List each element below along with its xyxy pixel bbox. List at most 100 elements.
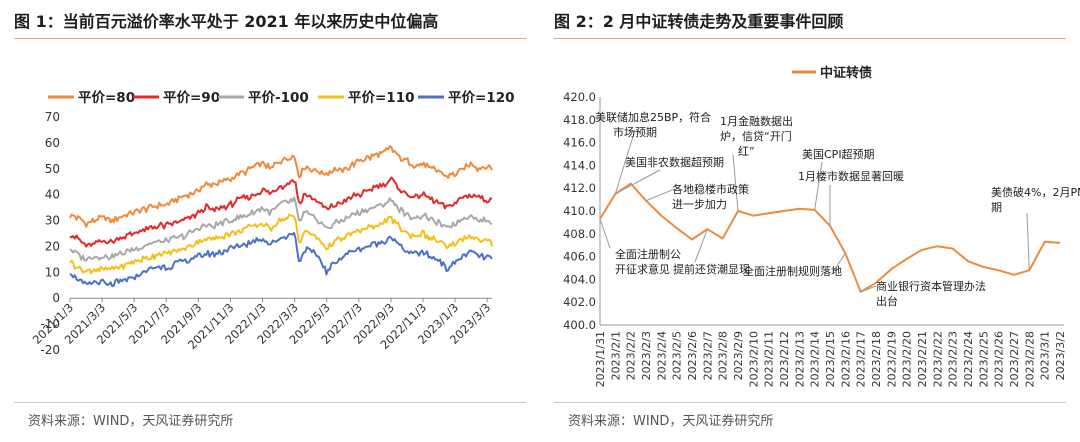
legend-label: 中证转债 <box>820 65 872 81</box>
series-line <box>69 176 493 248</box>
annotation-leader <box>832 252 846 273</box>
series-line <box>69 145 493 228</box>
y-tick-label: -20 <box>40 343 60 357</box>
annotation-text: 商业银行资本管理办法 <box>876 279 986 293</box>
y-tick-label: 60 <box>45 136 60 150</box>
x-tick-label: 2023/2/11 <box>763 331 776 387</box>
y-tick-label: 408.0 <box>563 227 596 241</box>
annotation-leader <box>814 161 823 210</box>
x-tick-label: 2023/2/17 <box>855 331 868 387</box>
annotation-leader <box>860 285 877 293</box>
title-divider <box>14 38 526 39</box>
x-tick-label: 2023/2/12 <box>778 331 791 387</box>
series-group <box>69 145 493 288</box>
x-tick-label: 2023/2/14 <box>809 331 822 387</box>
y-tick-label: 50 <box>45 162 60 176</box>
y-tick-label: 404.0 <box>563 272 596 286</box>
annotation-text: 红” <box>738 145 755 158</box>
annotation-text: 1月金融数据出 <box>720 114 793 128</box>
series-line <box>69 213 493 275</box>
y-tick-label: 410.0 <box>563 204 596 218</box>
legend-label: 平价=80 <box>78 90 135 106</box>
annotation-leader <box>694 229 708 263</box>
x-tick-label: 2023/2/26 <box>993 331 1006 387</box>
annotation-text: 炉，信贷“开门 <box>720 129 792 143</box>
annotation-leader <box>614 129 636 195</box>
annotation-text: 市场预期 <box>613 125 657 139</box>
figure-1-source: 资料来源：WIND，天风证券研究所 <box>28 414 234 429</box>
y-axis: -20 -10 0 10 20 30 40 50 60 70 <box>40 110 60 357</box>
annotation-text: 出台 <box>876 294 898 308</box>
y-tick-label: 402.0 <box>563 295 596 309</box>
y-tick-label: -10 <box>40 317 60 331</box>
x-tick-label: 2023/2/6 <box>686 331 699 380</box>
x-tick-label: 2023/3/2 <box>1054 331 1067 380</box>
x-tick-label: 2023/2/10 <box>747 331 760 387</box>
x-tick-label: 2023/2/23 <box>947 331 960 387</box>
y-tick-label: 414.0 <box>563 158 596 172</box>
x-tick-label: 2023/2/16 <box>839 331 852 387</box>
series-line <box>69 231 493 288</box>
annotation-text: 全面注册制规则落地 <box>743 264 842 278</box>
y-tick-label: 40 <box>45 188 60 202</box>
annotation-text: 美国CPI超预期 <box>802 147 875 161</box>
series-line <box>69 196 493 262</box>
legend-label: 平价=120 <box>448 90 515 106</box>
annotation-text: 开征求意见 <box>615 262 670 276</box>
source-divider <box>14 402 526 403</box>
annotation-leader <box>599 218 611 249</box>
x-tick-label: 2023/2/8 <box>717 331 730 380</box>
y-tick-label: 420.0 <box>563 90 596 104</box>
figure-2-title: 图 2：2 月中证转债走势及重要事件回顾 <box>554 12 844 31</box>
y-tick-label: 406.0 <box>563 250 596 264</box>
x-tick-label: 2023/2/20 <box>901 331 914 387</box>
y-tick-label: 10 <box>45 265 60 279</box>
y-tick-label: 416.0 <box>563 136 596 150</box>
legend: 平价=80 平价=90 平价-100 平价=110 平价=120 <box>48 90 515 106</box>
legend-label: 平价=110 <box>348 90 415 106</box>
x-tick-label: 2023/2/19 <box>885 331 898 387</box>
x-tick-label: 2023/2/21 <box>916 331 929 387</box>
annotation-text: 期 <box>991 201 1002 214</box>
x-tick-label: 2023/2/2 <box>625 331 638 380</box>
x-tick-label: 2023/2/7 <box>701 331 714 380</box>
y-tick-label: 412.0 <box>563 181 596 195</box>
x-axis: 2023/1/31 2023/2/1 2023/2/2 2023/2/3 2023/2/… <box>594 331 1067 387</box>
legend-label: 平价=90 <box>163 90 220 106</box>
premium-rate-chart: 平价=80 平价=90 平价-100 平价=110 平价=120 -20 -10 0 10 20 3… <box>30 90 515 357</box>
x-tick-label: 2023/1/31 <box>594 331 607 387</box>
legend-label: 平价-100 <box>248 90 309 106</box>
y-tick-label: 0 <box>52 291 60 305</box>
left-figure-panel: 图 1：当前百元溢价率水平处于 2021 年以来历史中位偏高 平价=80 平价=9… <box>14 12 526 429</box>
annotation-text: 美联储加息25BP，符合 <box>595 110 711 124</box>
x-tick-label: 2023/2/18 <box>870 331 883 387</box>
x-tick-label: 2023/2/3 <box>640 331 653 380</box>
y-tick-label: 20 <box>45 239 60 253</box>
x-tick-label: 2023/3/1 <box>1039 331 1052 380</box>
x-tick-label: 2023/2/27 <box>1008 331 1021 387</box>
annotation-text: 各地稳楼市政策 <box>672 182 749 196</box>
title-divider <box>554 38 1066 39</box>
y-tick-label: 418.0 <box>563 113 596 127</box>
annotation-text: 全面注册制公 <box>615 247 681 261</box>
x-tick-label: 2023/2/1 <box>609 331 622 380</box>
x-tick-label: 2023/2/13 <box>793 331 806 387</box>
x-tick-label: 2023/2/15 <box>824 331 837 387</box>
y-tick-label: 30 <box>45 214 60 228</box>
annotation-text: 美债破4%，2月PMI超 <box>991 185 1080 199</box>
x-tick-label: 2023/2/25 <box>977 331 990 387</box>
annotation-text: 提前还贷潮显现 <box>673 262 750 276</box>
source-divider <box>554 402 1066 403</box>
annotation-text: 1月楼市数据显著回暖 <box>798 169 904 183</box>
y-tick-label: 70 <box>45 110 60 124</box>
x-tick-label: 2023/2/28 <box>1023 331 1036 387</box>
x-tick-label: 2023/2/22 <box>931 331 944 387</box>
annotation-text: 进一步加力 <box>672 198 727 211</box>
annotation-text: 美国非农数据超预期 <box>625 155 724 169</box>
annotation-leader <box>732 154 739 212</box>
annotation-leader <box>645 189 673 202</box>
figure-2-source: 资料来源：WIND，天风证券研究所 <box>568 414 774 429</box>
y-axis: 400.0 402.0 404.0 406.0 408.0 410.0 412.0 414.0… <box>563 90 596 332</box>
annotation-leader <box>615 169 661 195</box>
